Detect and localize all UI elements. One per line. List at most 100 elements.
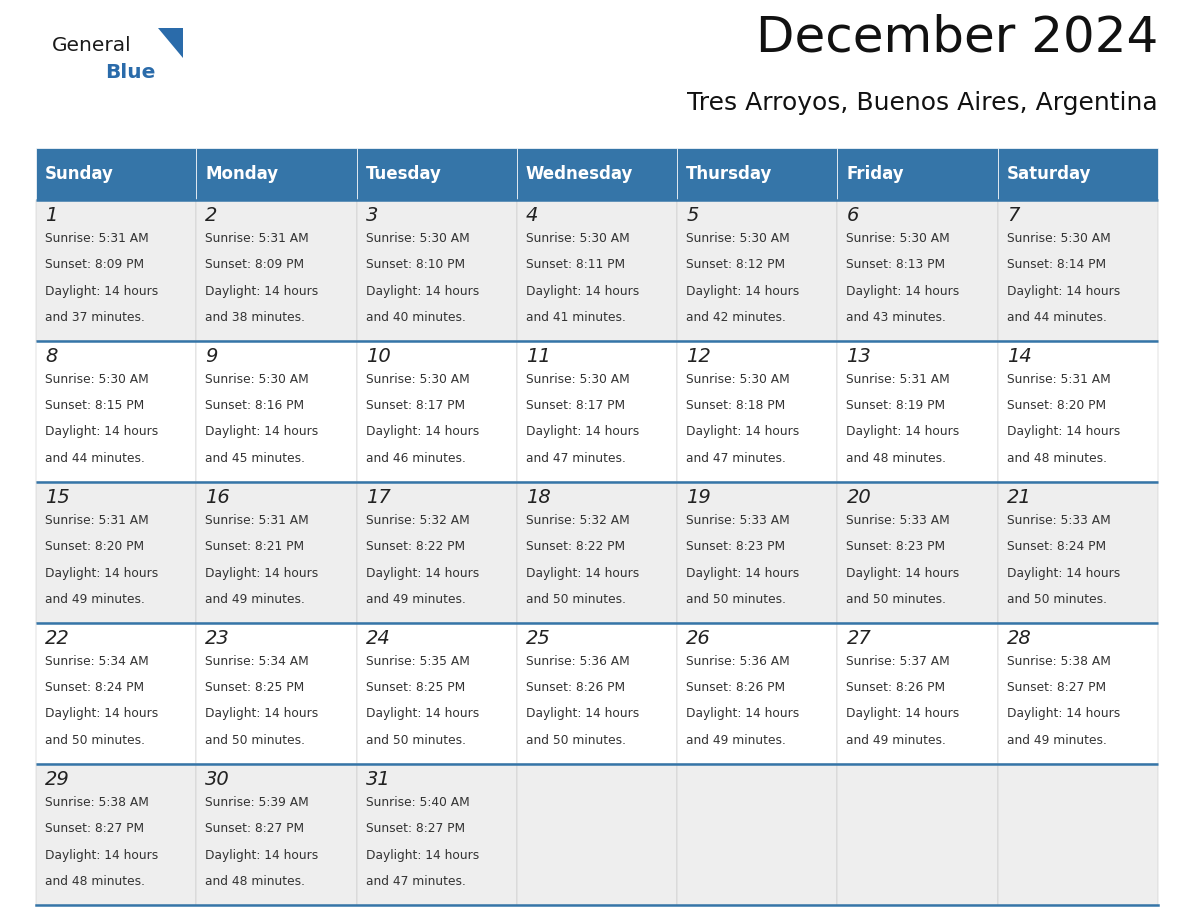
- Text: and 50 minutes.: and 50 minutes.: [846, 593, 947, 606]
- Text: 12: 12: [687, 347, 710, 366]
- Text: and 40 minutes.: and 40 minutes.: [366, 311, 466, 324]
- Text: Sunrise: 5:30 AM: Sunrise: 5:30 AM: [206, 373, 309, 386]
- FancyBboxPatch shape: [838, 200, 998, 341]
- Text: Sunrise: 5:30 AM: Sunrise: 5:30 AM: [1006, 232, 1111, 245]
- Text: General: General: [52, 36, 132, 55]
- Text: 16: 16: [206, 488, 230, 507]
- Text: 27: 27: [846, 629, 871, 648]
- Text: 18: 18: [526, 488, 550, 507]
- Text: Sunset: 8:26 PM: Sunset: 8:26 PM: [846, 681, 946, 694]
- Text: 20: 20: [846, 488, 871, 507]
- Text: Daylight: 14 hours: Daylight: 14 hours: [1006, 426, 1120, 439]
- Text: Daylight: 14 hours: Daylight: 14 hours: [366, 708, 479, 721]
- Text: and 50 minutes.: and 50 minutes.: [366, 733, 466, 746]
- Text: Daylight: 14 hours: Daylight: 14 hours: [846, 285, 960, 297]
- Text: Sunset: 8:14 PM: Sunset: 8:14 PM: [1006, 258, 1106, 271]
- Text: and 45 minutes.: and 45 minutes.: [206, 452, 305, 465]
- Text: Daylight: 14 hours: Daylight: 14 hours: [206, 848, 318, 861]
- Text: Daylight: 14 hours: Daylight: 14 hours: [1006, 285, 1120, 297]
- FancyBboxPatch shape: [677, 623, 838, 764]
- Text: Sunset: 8:16 PM: Sunset: 8:16 PM: [206, 399, 304, 412]
- FancyBboxPatch shape: [196, 148, 356, 200]
- Text: Sunrise: 5:36 AM: Sunrise: 5:36 AM: [687, 655, 790, 668]
- Text: Sunset: 8:23 PM: Sunset: 8:23 PM: [687, 541, 785, 554]
- Text: Sunrise: 5:39 AM: Sunrise: 5:39 AM: [206, 796, 309, 809]
- FancyBboxPatch shape: [196, 341, 356, 482]
- Text: Sunset: 8:22 PM: Sunset: 8:22 PM: [526, 541, 625, 554]
- FancyBboxPatch shape: [36, 623, 196, 764]
- FancyBboxPatch shape: [36, 764, 196, 905]
- FancyBboxPatch shape: [998, 341, 1158, 482]
- Text: Daylight: 14 hours: Daylight: 14 hours: [526, 426, 639, 439]
- FancyBboxPatch shape: [677, 200, 838, 341]
- Text: and 50 minutes.: and 50 minutes.: [526, 593, 626, 606]
- Text: Sunrise: 5:31 AM: Sunrise: 5:31 AM: [45, 232, 148, 245]
- FancyBboxPatch shape: [998, 148, 1158, 200]
- Text: December 2024: December 2024: [756, 14, 1158, 62]
- Text: Sunrise: 5:34 AM: Sunrise: 5:34 AM: [45, 655, 148, 668]
- FancyBboxPatch shape: [838, 482, 998, 623]
- Text: and 42 minutes.: and 42 minutes.: [687, 311, 786, 324]
- FancyBboxPatch shape: [998, 623, 1158, 764]
- Text: Sunrise: 5:33 AM: Sunrise: 5:33 AM: [687, 514, 790, 527]
- Text: 23: 23: [206, 629, 230, 648]
- Text: Monday: Monday: [206, 165, 278, 183]
- Text: Daylight: 14 hours: Daylight: 14 hours: [45, 426, 158, 439]
- Text: Sunrise: 5:36 AM: Sunrise: 5:36 AM: [526, 655, 630, 668]
- Text: 17: 17: [366, 488, 391, 507]
- Text: 24: 24: [366, 629, 391, 648]
- Text: Sunset: 8:15 PM: Sunset: 8:15 PM: [45, 399, 144, 412]
- FancyBboxPatch shape: [998, 764, 1158, 905]
- Text: and 49 minutes.: and 49 minutes.: [687, 733, 786, 746]
- Text: and 48 minutes.: and 48 minutes.: [1006, 452, 1107, 465]
- FancyBboxPatch shape: [998, 482, 1158, 623]
- Text: and 48 minutes.: and 48 minutes.: [45, 875, 145, 888]
- Text: 19: 19: [687, 488, 710, 507]
- FancyBboxPatch shape: [356, 623, 517, 764]
- FancyBboxPatch shape: [356, 148, 517, 200]
- Text: Daylight: 14 hours: Daylight: 14 hours: [526, 566, 639, 579]
- Text: Tuesday: Tuesday: [366, 165, 442, 183]
- Text: Sunrise: 5:30 AM: Sunrise: 5:30 AM: [846, 232, 950, 245]
- FancyBboxPatch shape: [196, 200, 356, 341]
- Text: Daylight: 14 hours: Daylight: 14 hours: [1006, 566, 1120, 579]
- Text: 1: 1: [45, 206, 57, 225]
- FancyBboxPatch shape: [677, 482, 838, 623]
- Text: Daylight: 14 hours: Daylight: 14 hours: [45, 566, 158, 579]
- Text: and 43 minutes.: and 43 minutes.: [846, 311, 947, 324]
- Text: Sunrise: 5:32 AM: Sunrise: 5:32 AM: [526, 514, 630, 527]
- Text: and 49 minutes.: and 49 minutes.: [846, 733, 947, 746]
- Text: Daylight: 14 hours: Daylight: 14 hours: [366, 426, 479, 439]
- Text: 14: 14: [1006, 347, 1031, 366]
- Text: Sunset: 8:18 PM: Sunset: 8:18 PM: [687, 399, 785, 412]
- Text: Sunday: Sunday: [45, 165, 114, 183]
- Text: Sunset: 8:10 PM: Sunset: 8:10 PM: [366, 258, 465, 271]
- Text: and 49 minutes.: and 49 minutes.: [206, 593, 305, 606]
- Text: Sunset: 8:25 PM: Sunset: 8:25 PM: [366, 681, 465, 694]
- Text: Sunrise: 5:38 AM: Sunrise: 5:38 AM: [45, 796, 148, 809]
- Text: Sunrise: 5:30 AM: Sunrise: 5:30 AM: [45, 373, 148, 386]
- Text: 10: 10: [366, 347, 391, 366]
- Text: Sunrise: 5:40 AM: Sunrise: 5:40 AM: [366, 796, 469, 809]
- Text: Sunrise: 5:31 AM: Sunrise: 5:31 AM: [206, 514, 309, 527]
- Text: Daylight: 14 hours: Daylight: 14 hours: [366, 285, 479, 297]
- Text: and 47 minutes.: and 47 minutes.: [526, 452, 626, 465]
- Text: Sunset: 8:13 PM: Sunset: 8:13 PM: [846, 258, 946, 271]
- Text: Sunset: 8:26 PM: Sunset: 8:26 PM: [526, 681, 625, 694]
- Text: and 50 minutes.: and 50 minutes.: [687, 593, 786, 606]
- Text: Sunrise: 5:35 AM: Sunrise: 5:35 AM: [366, 655, 469, 668]
- Text: and 47 minutes.: and 47 minutes.: [687, 452, 786, 465]
- FancyBboxPatch shape: [517, 764, 677, 905]
- Text: 2: 2: [206, 206, 217, 225]
- Text: Tres Arroyos, Buenos Aires, Argentina: Tres Arroyos, Buenos Aires, Argentina: [688, 91, 1158, 115]
- Text: Sunrise: 5:30 AM: Sunrise: 5:30 AM: [687, 373, 790, 386]
- Text: Daylight: 14 hours: Daylight: 14 hours: [846, 426, 960, 439]
- Text: Sunset: 8:09 PM: Sunset: 8:09 PM: [45, 258, 144, 271]
- Text: and 50 minutes.: and 50 minutes.: [526, 733, 626, 746]
- Text: Saturday: Saturday: [1006, 165, 1092, 183]
- Text: 31: 31: [366, 770, 391, 789]
- Text: Sunset: 8:26 PM: Sunset: 8:26 PM: [687, 681, 785, 694]
- FancyBboxPatch shape: [517, 623, 677, 764]
- Text: Daylight: 14 hours: Daylight: 14 hours: [206, 566, 318, 579]
- Text: Sunset: 8:27 PM: Sunset: 8:27 PM: [366, 823, 465, 835]
